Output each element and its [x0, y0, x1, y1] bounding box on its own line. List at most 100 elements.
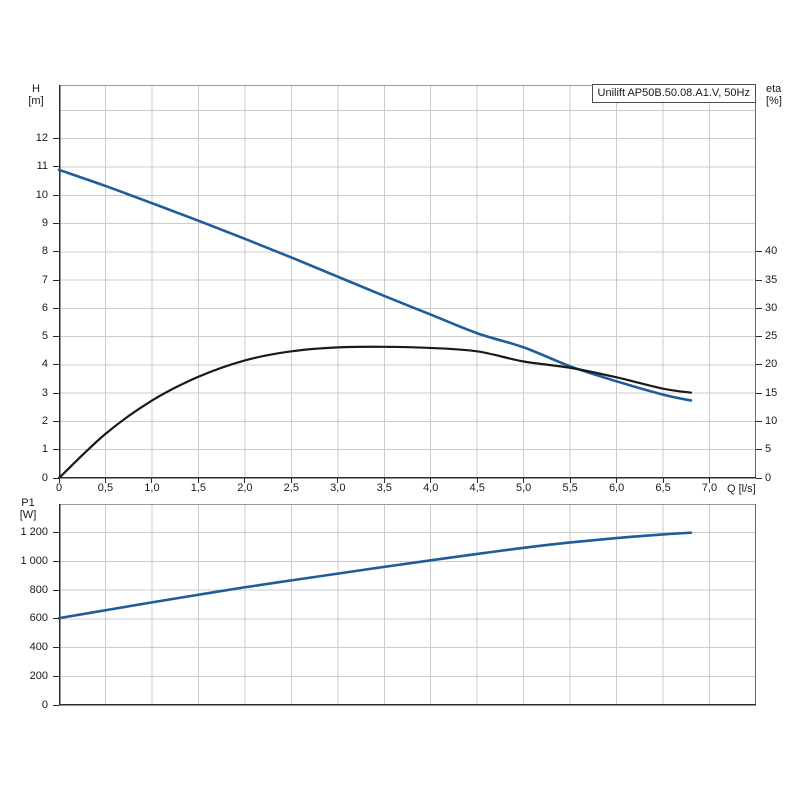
q-axis-tick — [430, 478, 432, 483]
power-curve — [57, 531, 693, 620]
p1-axis-tick-label: 800 — [29, 583, 48, 596]
efficiency-curve — [57, 345, 693, 480]
eta-axis-unit-label-line1: eta — [766, 83, 782, 95]
eta-axis-tick — [756, 251, 762, 253]
q-axis-tick — [616, 478, 618, 483]
h-axis-tick — [53, 477, 59, 479]
eta-axis-tick-label: 20 — [765, 358, 778, 371]
h-axis-tick-label: 11 — [36, 160, 48, 173]
h-axis-tick — [53, 251, 59, 253]
q-axis-tick-label: 4,0 — [423, 482, 439, 494]
q-axis-tick — [244, 478, 246, 483]
q-axis-tick-label: 0,5 — [97, 482, 114, 494]
eta-axis-unit-label-line2: [%] — [766, 95, 782, 107]
eta-axis-tick-label: 35 — [765, 273, 778, 286]
q-axis-tick — [569, 478, 571, 483]
q-axis-tick — [58, 478, 60, 483]
h-axis-tick-label: 0 — [41, 471, 48, 484]
h-axis-tick — [53, 392, 59, 394]
h-axis-tick-label: 3 — [41, 386, 48, 399]
h-axis-tick — [53, 194, 59, 196]
q-axis-tick-label: 6,0 — [608, 482, 625, 494]
h-axis-tick-label: 1 — [41, 443, 48, 456]
eta-axis-tick-label: 25 — [765, 330, 778, 343]
q-axis-tick-label: 0 — [55, 482, 63, 494]
p1-axis-tick-label: 1 200 — [20, 526, 48, 539]
q-axis-tick-label: 5,5 — [562, 482, 578, 494]
h-axis-tick — [53, 223, 59, 225]
p1-axis-tick — [53, 704, 59, 706]
q-axis-tick — [197, 478, 199, 483]
q-axis-tick-label: 7,0 — [701, 482, 718, 494]
h-axis-tick — [53, 166, 59, 168]
q-axis-tick — [337, 478, 339, 483]
q-axis-tick — [151, 478, 153, 483]
h-axis-tick — [53, 138, 59, 140]
p1-axis-tick-label: 0 — [41, 698, 48, 711]
h-axis-tick-label: 8 — [41, 245, 48, 258]
p1-axis-tick-label: 600 — [29, 612, 48, 625]
h-axis-tick — [53, 364, 59, 366]
h-axis-tick-label: 12 — [35, 132, 48, 145]
h-axis-tick-label: 7 — [41, 273, 48, 286]
p1-axis-tick — [53, 647, 59, 649]
eta-axis-tick — [756, 307, 762, 309]
eta-axis-tick — [756, 336, 762, 338]
h-axis-tick — [53, 336, 59, 338]
p1-axis-tick-label: 1 000 — [20, 554, 48, 567]
power-chart — [57, 504, 756, 706]
h-axis-tick-label: 2 — [41, 414, 48, 427]
q-axis-tick — [709, 478, 711, 483]
h-axis-unit-label-line2: [m] — [28, 95, 44, 107]
h-axis-tick-label: 5 — [41, 330, 48, 343]
p1-axis-tick — [53, 560, 59, 562]
q-axis-tick — [476, 478, 478, 483]
h-axis-unit-label-line1: H — [32, 83, 40, 95]
q-axis-tick-label: 1,0 — [144, 482, 160, 494]
h-axis-tick-label: 6 — [41, 301, 48, 314]
eta-axis-tick — [756, 279, 762, 281]
q-axis-tick-label: 2,5 — [283, 482, 299, 494]
h-axis-tick-label: 10 — [35, 188, 48, 201]
q-axis-tick-label: 6,5 — [655, 482, 671, 494]
h-axis-tick-label: 9 — [41, 217, 48, 230]
eta-axis-tick-label: 40 — [765, 245, 778, 258]
p1-axis-unit-label-line2: [W] — [19, 509, 37, 521]
q-axis-tick — [662, 478, 664, 483]
q-axis-tick-label: 4,5 — [469, 482, 485, 494]
q-axis-tick-label: 2,0 — [237, 482, 253, 494]
h-axis-tick — [53, 420, 59, 422]
eta-axis-tick-label: 10 — [765, 414, 778, 427]
eta-axis-tick — [756, 420, 762, 422]
eta-axis-tick-label: 30 — [765, 301, 778, 314]
q-axis-tick-label: 3,0 — [330, 482, 346, 494]
eta-axis-tick — [756, 449, 762, 451]
eta-axis-tick-label: 0 — [765, 471, 772, 484]
h-axis-tick — [53, 307, 59, 309]
p1-axis-unit-label-line1: P1 — [21, 497, 35, 509]
head-curve — [57, 168, 693, 402]
q-axis-tick — [383, 478, 385, 483]
p1-axis-tick — [53, 589, 59, 591]
chart-title: Unilift AP50B.50.08.A1.V, 50Hz — [591, 84, 756, 103]
p1-axis-tick — [53, 675, 59, 677]
h-axis-tick — [53, 449, 59, 451]
q-axis-tick — [523, 478, 525, 483]
eta-axis-tick-label: 15 — [765, 386, 778, 399]
p1-axis-tick — [53, 532, 59, 534]
p1-axis-tick-label: 400 — [29, 641, 48, 654]
h-axis-tick-label: 4 — [41, 358, 48, 371]
q-axis-tick — [290, 478, 292, 483]
p1-axis-tick-label: 200 — [29, 669, 48, 682]
q-axis-tick-label: 3,5 — [376, 482, 392, 494]
q-axis-tick — [104, 478, 106, 483]
q-axis-tick-label: 1,5 — [190, 482, 207, 494]
eta-axis-tick — [756, 477, 762, 479]
h-axis-tick — [53, 279, 59, 281]
p1-axis-tick — [53, 618, 59, 620]
head-efficiency-chart — [57, 85, 756, 480]
eta-axis-tick-label: 5 — [765, 443, 772, 456]
eta-axis-tick — [756, 364, 762, 366]
q-axis-unit-label: Q [l/s] — [727, 483, 756, 495]
